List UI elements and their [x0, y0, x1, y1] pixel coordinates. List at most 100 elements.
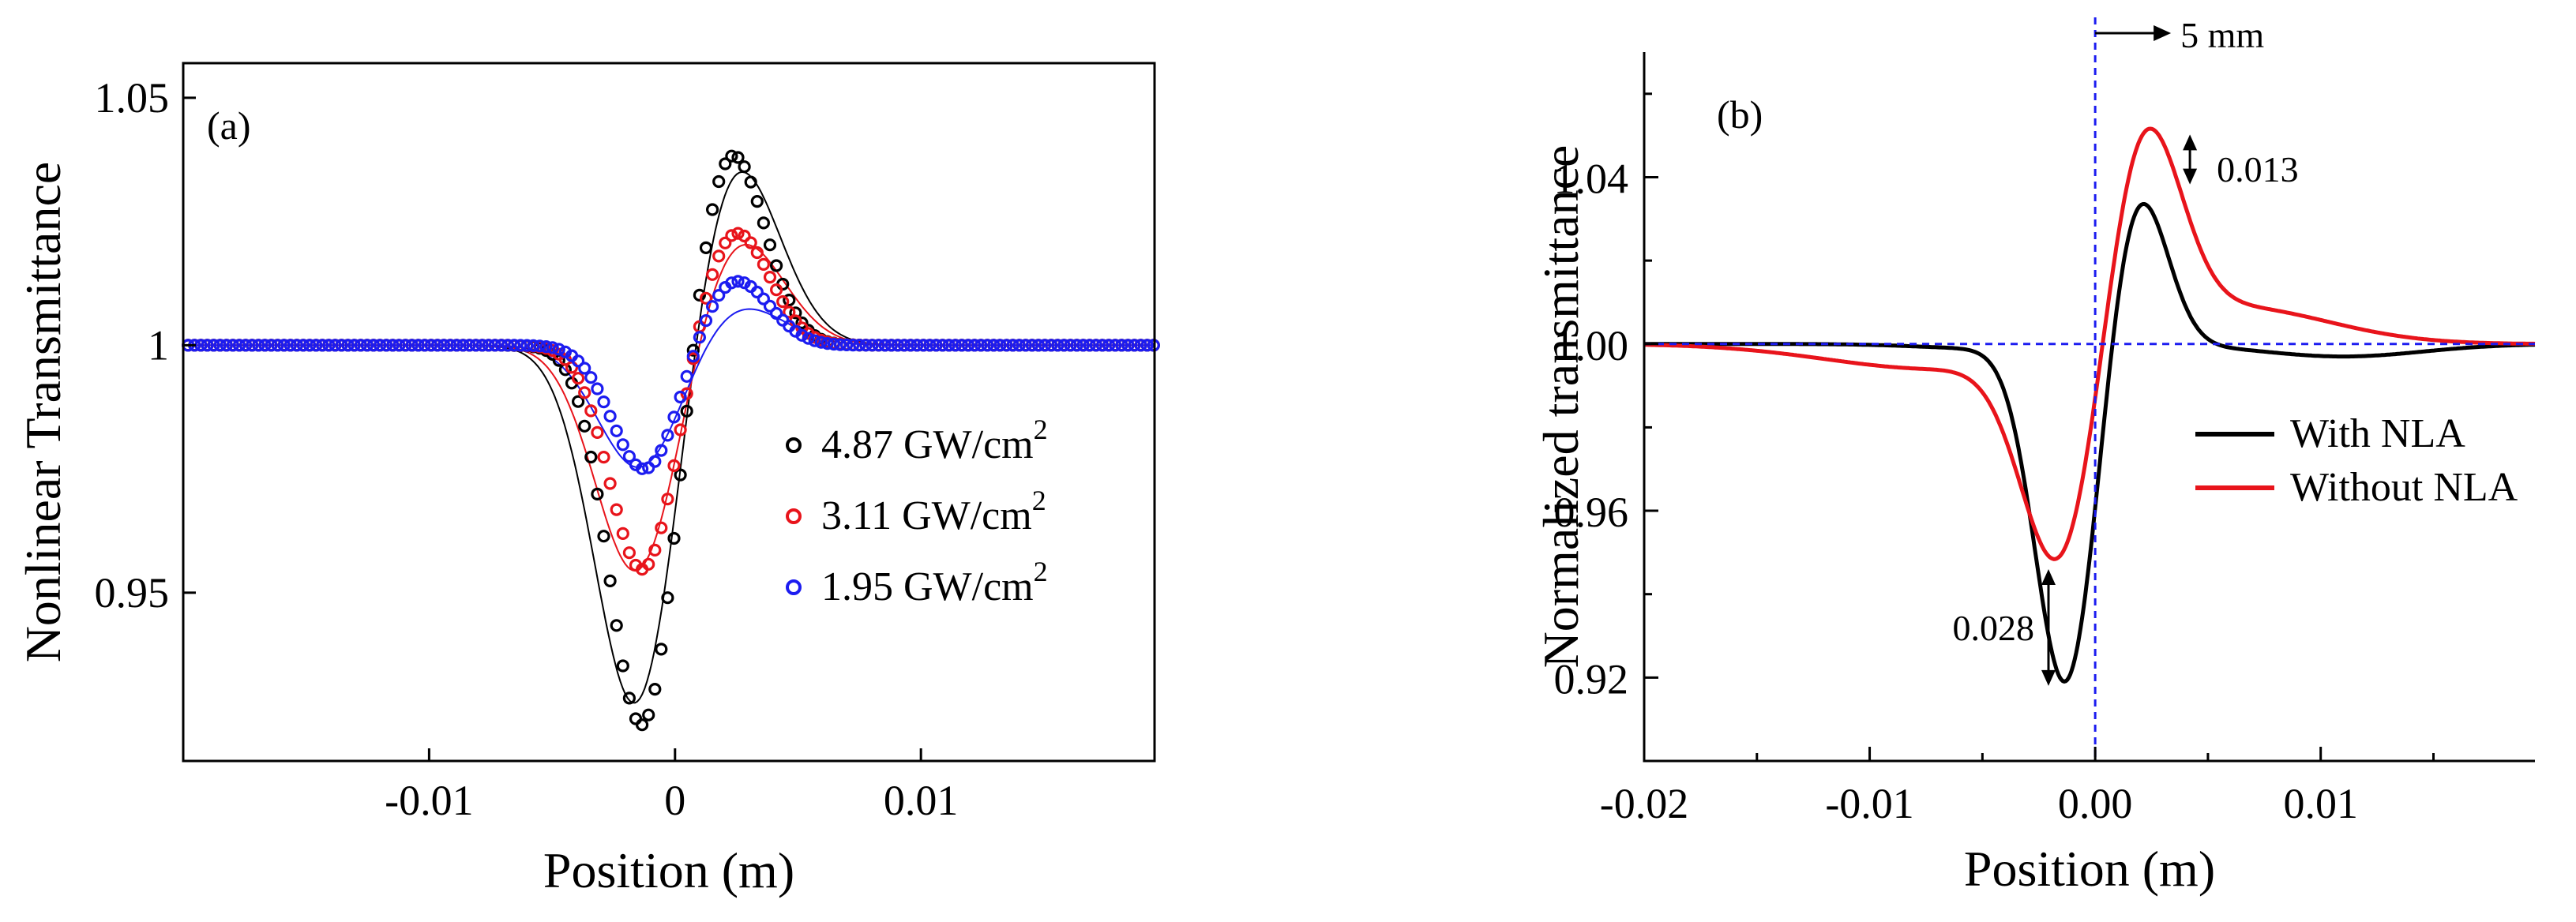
data-point	[833, 338, 847, 351]
data-point	[591, 382, 604, 395]
panel-a-x-tick-label: 0	[664, 777, 685, 824]
data-point	[1025, 339, 1039, 352]
data-point	[616, 527, 629, 541]
data-point	[463, 339, 476, 352]
data-point	[603, 410, 617, 423]
data-point	[936, 339, 949, 352]
panel-b-series-line-0	[1644, 202, 2536, 684]
arrowhead	[2183, 168, 2198, 185]
data-point	[981, 339, 994, 352]
data-point	[629, 712, 643, 725]
data-point	[859, 339, 873, 352]
data-point	[258, 339, 272, 352]
data-point	[750, 245, 764, 260]
data-point	[961, 339, 975, 352]
panel-a-label: (a)	[207, 103, 251, 148]
data-point	[360, 339, 374, 352]
data-point	[795, 316, 809, 330]
panel-b-curves	[1644, 126, 2536, 684]
data-point	[661, 591, 674, 605]
panel-b-label: (b)	[1717, 92, 1763, 137]
panel-a-ticks: -0.01 0 0.01 0.95 1 1.05	[95, 74, 959, 824]
data-point	[827, 337, 841, 351]
panel-a-y-axis-label: Nonlinear Transmittance	[15, 162, 71, 663]
panel-b-x-tick-label: 0.01	[2283, 780, 2358, 827]
panel-a-x-tick-label: 0.01	[884, 777, 959, 824]
data-point	[769, 306, 783, 320]
data-point	[712, 289, 726, 302]
data-point	[808, 334, 821, 347]
panel-b-x-axis-label: Position (m)	[1964, 841, 2215, 897]
data-point	[712, 174, 726, 189]
panel-a-y-tick-label: 0.95	[95, 569, 170, 617]
data-point	[226, 339, 239, 352]
data-point	[578, 419, 591, 433]
data-point	[693, 331, 707, 344]
panel-a-y-tick-label: 1	[148, 321, 169, 369]
panel-b-legend: With NLA Without NLA	[2195, 411, 2518, 510]
panel-b-reference-lines	[1644, 17, 2535, 761]
data-point	[386, 339, 400, 352]
data-point	[201, 339, 214, 352]
panel-a-legend-marker	[786, 437, 802, 453]
data-point	[1019, 339, 1032, 352]
data-point	[533, 339, 546, 353]
data-point	[246, 339, 259, 352]
data-point	[1095, 339, 1110, 352]
arrowhead	[2041, 669, 2056, 686]
panel-a-x-axis-label: Position (m)	[543, 842, 794, 898]
data-point	[993, 339, 1007, 352]
data-point	[795, 328, 809, 342]
data-point	[802, 332, 815, 345]
data-point	[1045, 339, 1058, 352]
panel-b-x-tick-label: 0.00	[2058, 780, 2133, 827]
data-point	[757, 257, 771, 271]
data-point	[310, 339, 323, 352]
superscript: 2	[1032, 485, 1046, 516]
panel-a-series-2	[182, 275, 1160, 475]
data-point	[655, 643, 668, 656]
data-point	[820, 337, 834, 350]
data-point	[814, 335, 828, 349]
panel-b-y-tick-label: 0.92	[1554, 655, 1629, 703]
data-point	[374, 339, 387, 352]
panel-b-annotations: 5 mm 0.013 0.028	[1953, 15, 2299, 686]
data-point	[667, 410, 681, 424]
data-point	[878, 339, 892, 352]
panel-b-x-tick-label: -0.01	[1825, 780, 1913, 827]
data-point	[967, 339, 982, 352]
panel-a-legend-marker	[786, 579, 802, 595]
data-point	[1134, 339, 1147, 352]
data-point	[366, 339, 381, 352]
data-point	[750, 285, 764, 299]
data-point	[347, 339, 361, 352]
data-point	[571, 354, 585, 368]
data-point	[712, 249, 726, 263]
data-point	[213, 339, 227, 352]
data-point	[776, 295, 790, 309]
data-point	[584, 404, 598, 418]
data-point	[648, 543, 662, 557]
data-point	[1102, 339, 1116, 352]
data-point	[482, 339, 495, 352]
data-point	[693, 288, 707, 302]
panel-a-axes	[182, 62, 1156, 763]
data-point	[699, 291, 713, 305]
data-point	[884, 339, 898, 352]
data-point	[1115, 339, 1128, 352]
data-point	[603, 574, 617, 588]
data-point	[1070, 339, 1083, 352]
data-point	[450, 339, 464, 352]
panel-a-data-points	[182, 149, 1160, 732]
data-point	[757, 292, 771, 305]
data-point	[546, 341, 559, 354]
data-point	[661, 493, 674, 506]
data-point	[597, 395, 610, 409]
data-point	[469, 339, 483, 352]
data-point	[424, 339, 438, 352]
data-point	[514, 339, 528, 352]
data-point	[789, 306, 802, 320]
data-point	[380, 339, 393, 352]
data-point	[622, 450, 636, 463]
data-point	[1076, 339, 1090, 352]
